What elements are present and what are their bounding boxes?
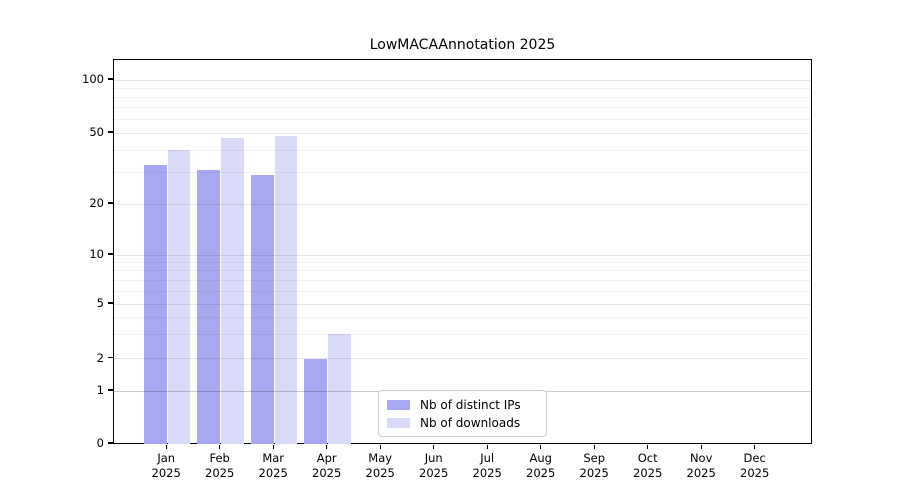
minor-gridline (114, 279, 811, 281)
major-gridline (114, 254, 811, 256)
x-tick (754, 444, 756, 449)
legend-item-distinct-ips: Nb of distinct IPs (387, 398, 536, 412)
major-gridline (114, 303, 811, 305)
x-tick-label: Apr 2025 (312, 451, 342, 480)
x-tick (700, 444, 702, 449)
x-tick (165, 444, 167, 449)
minor-gridline (114, 316, 811, 318)
y-tick-label: 10 (89, 247, 104, 261)
x-tick-label: Oct 2025 (633, 451, 663, 480)
legend: Nb of distinct IPs Nb of downloads (378, 390, 547, 437)
minor-gridline (114, 172, 811, 174)
minor-gridline (114, 118, 811, 120)
bar-apr-distinct-ips (304, 358, 328, 444)
major-gridline (114, 203, 811, 205)
x-tick-label: Dec 2025 (740, 451, 770, 480)
y-tick-label: 50 (89, 125, 104, 139)
bar-feb-downloads (221, 137, 244, 444)
minor-gridline (114, 149, 811, 151)
x-tick-label: Sep 2025 (579, 451, 609, 480)
x-tick-label: Aug 2025 (526, 451, 556, 480)
x-tick (272, 444, 274, 449)
chart-title: LowMACAAnnotation 2025 (369, 37, 556, 53)
minor-gridline (114, 270, 811, 272)
x-tick-label: Nov 2025 (686, 451, 716, 480)
x-tick-label: Jan 2025 (151, 451, 181, 480)
y-tick (108, 442, 113, 444)
y-tick (108, 389, 113, 391)
x-tick-label: May 2025 (365, 451, 395, 480)
y-tick-label: 2 (96, 350, 104, 365)
bar-jan-downloads (167, 150, 191, 444)
major-gridline (114, 132, 811, 134)
y-tick (108, 131, 113, 133)
bar-apr-downloads (328, 334, 351, 444)
x-tick (540, 444, 542, 449)
x-tick-label: Jun 2025 (419, 451, 449, 480)
y-tick-label: 20 (89, 196, 104, 210)
x-tick-label: Feb 2025 (205, 451, 235, 480)
x-tick-label: Jul 2025 (472, 451, 502, 480)
x-tick (486, 444, 488, 449)
y-tick-label: 100 (82, 72, 104, 86)
y-tick (108, 253, 113, 255)
y-tick-label: 5 (96, 296, 104, 310)
x-tick (379, 444, 381, 449)
bar-jan-distinct-ips (143, 165, 167, 444)
x-tick (433, 444, 435, 449)
legend-item-downloads: Nb of downloads (387, 416, 536, 430)
legend-label: Nb of distinct IPs (420, 398, 521, 412)
y-tick (108, 356, 113, 359)
legend-label: Nb of downloads (420, 416, 521, 430)
legend-swatch-distinct-ips (387, 400, 410, 410)
bar-mar-distinct-ips (250, 175, 274, 444)
minor-gridline (114, 96, 811, 98)
bar-mar-downloads (274, 136, 298, 444)
minor-gridline (114, 261, 811, 263)
y-tick (108, 78, 113, 80)
major-gridline (114, 79, 811, 81)
minor-gridline (114, 87, 811, 89)
major-gridline (114, 358, 811, 359)
x-tick (326, 444, 328, 449)
y-tick-label: 1 (96, 383, 104, 397)
plot-area (113, 59, 812, 444)
minor-gridline (114, 333, 811, 335)
minor-gridline (114, 106, 811, 108)
y-tick (108, 202, 113, 204)
x-tick-label: Mar 2025 (258, 451, 288, 480)
y-tick-label: 0 (96, 436, 104, 450)
x-tick (219, 444, 221, 449)
y-tick (108, 302, 113, 304)
legend-swatch-downloads (387, 418, 410, 428)
minor-gridline (114, 290, 811, 292)
x-tick (593, 444, 595, 449)
bar-feb-distinct-ips (197, 170, 221, 444)
x-tick (647, 444, 649, 449)
